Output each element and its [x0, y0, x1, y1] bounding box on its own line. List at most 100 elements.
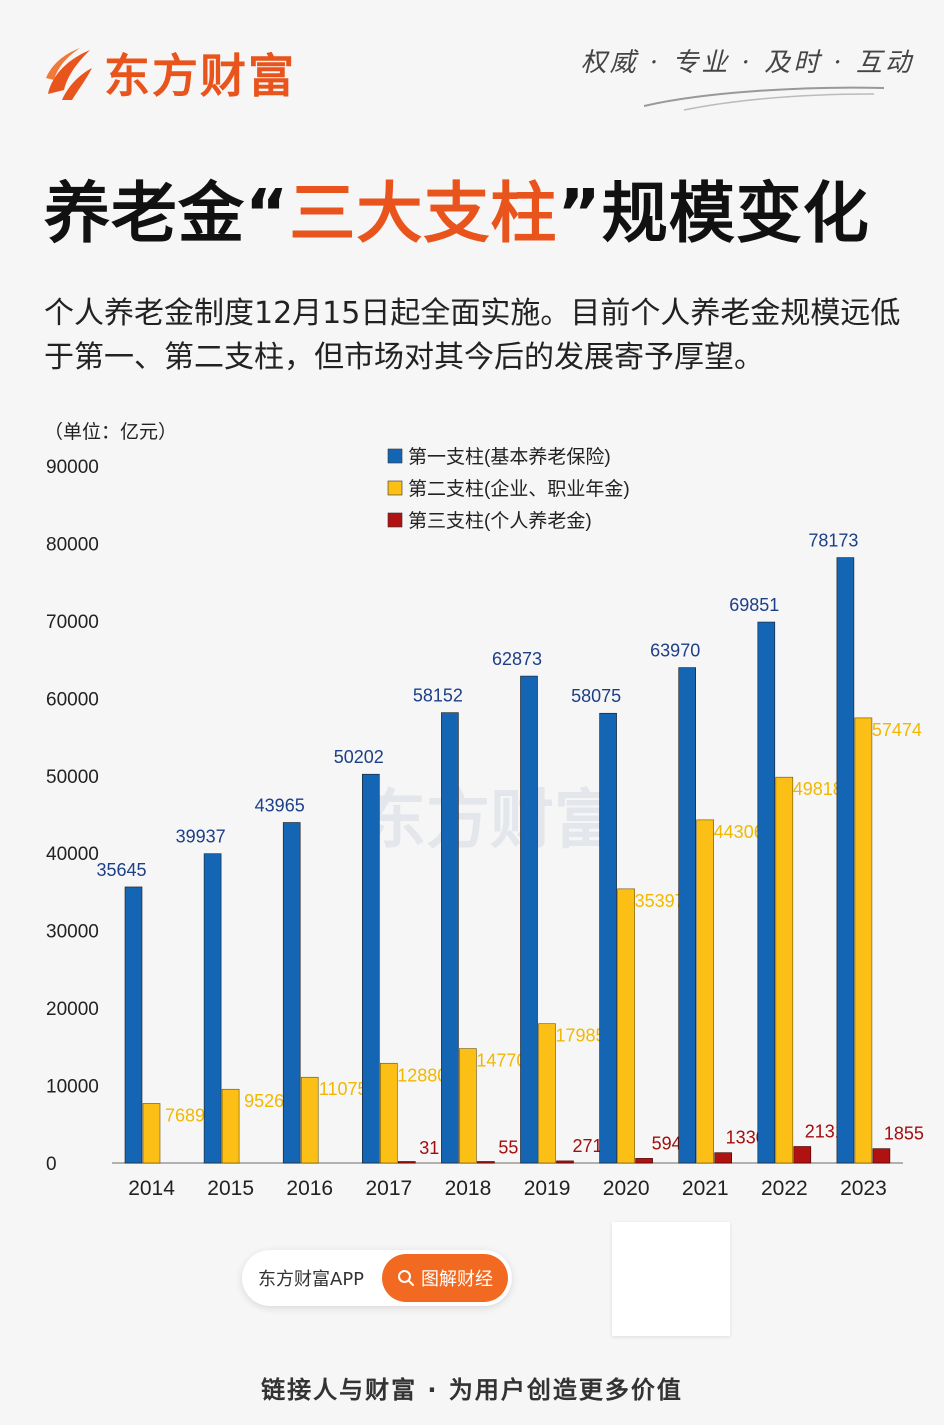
data-label: 271 [572, 1136, 602, 1156]
brand-slogan: 权威 · 专业 · 及时 · 互动 [580, 48, 914, 78]
unit-label: （单位：亿元） [44, 421, 177, 443]
x-tick-label: 2014 [128, 1177, 175, 1200]
bar-1 [757, 621, 776, 1164]
bar-chart: 东方财富 （单位：亿元） 0 10000 20000 30000 40000 50000 600… [44, 421, 924, 1200]
legend-label: 第一支柱(基本养老保险) [408, 446, 611, 468]
data-label: 7689 [165, 1105, 205, 1125]
app-name: 东方财富APP [258, 1269, 365, 1290]
y-tick-label: 0 [46, 1154, 57, 1175]
bar-2 [775, 776, 794, 1164]
data-label: 39937 [176, 827, 226, 847]
data-label: 44306 [714, 822, 764, 842]
bar-3 [397, 1161, 416, 1164]
x-tick-label: 2019 [524, 1177, 571, 1200]
y-tick-label: 20000 [46, 999, 99, 1020]
bar-3 [635, 1158, 653, 1164]
data-label: 35645 [96, 860, 146, 880]
bar-2 [142, 1103, 161, 1164]
tujie-button-label: 图解财经 [421, 1269, 493, 1290]
y-tick-label: 50000 [46, 767, 99, 788]
tujie-button[interactable]: 图解财经 [382, 1254, 508, 1302]
legend-swatch [387, 480, 403, 496]
data-label: 11075 [319, 1079, 368, 1099]
data-label: 1855 [884, 1124, 924, 1144]
bar-2 [854, 717, 873, 1164]
y-tick-label: 60000 [46, 689, 99, 710]
bar-1 [203, 853, 222, 1164]
bar-3 [872, 1148, 891, 1164]
bar-2 [617, 888, 635, 1164]
data-label: 9526 [244, 1091, 284, 1111]
y-tick-label: 30000 [46, 922, 99, 943]
x-tick-label: 2020 [603, 1177, 650, 1200]
bar-1 [282, 822, 301, 1164]
data-label: 12880 [397, 1065, 447, 1085]
data-label: 57474 [872, 720, 922, 740]
bar-2 [538, 1023, 556, 1164]
data-label: 49818 [793, 779, 843, 799]
y-tick-label: 90000 [46, 457, 99, 478]
brand-name: 东方财富 [104, 49, 296, 103]
page-title: 养老金“三大支柱”规模变化 [44, 160, 870, 256]
qr-code-card [612, 1222, 730, 1336]
swoosh-decoration [644, 86, 884, 111]
x-tick-label: 2016 [286, 1177, 333, 1200]
bar-1 [124, 886, 143, 1164]
y-tick-label: 10000 [46, 1077, 99, 1098]
x-tick-label: 2017 [365, 1177, 412, 1200]
bar-2 [379, 1062, 398, 1164]
data-label: 78173 [808, 531, 858, 551]
bar-1 [836, 557, 855, 1164]
title-suffix: ”规模变化 [557, 175, 870, 252]
data-label: 62873 [492, 649, 542, 669]
footer-tagline: 链接人与财富 · 为用户创造更多价值 [261, 1376, 683, 1404]
data-label: 55 [498, 1138, 518, 1158]
bar-3 [714, 1152, 733, 1164]
data-label: 2131 [805, 1121, 845, 1141]
x-tick-label: 2018 [445, 1177, 492, 1200]
legend-swatch [387, 448, 403, 464]
page-description: 个人养老金制度12月15日起全面实施。目前个人养老金规模远低于第一、第二支柱，但… [44, 296, 901, 375]
data-label: 58075 [571, 686, 621, 706]
app-badge[interactable]: 东方财富APP 图解财经 [242, 1250, 512, 1306]
bar-2 [221, 1088, 240, 1164]
data-label: 31 [419, 1138, 439, 1158]
bar-1 [441, 712, 459, 1164]
data-label: 14770 [476, 1051, 526, 1071]
bar-1 [678, 667, 697, 1164]
brand-logo: 东方财富 [42, 40, 296, 106]
data-label: 43965 [255, 796, 305, 816]
title-prefix: 养老金“ [44, 175, 290, 252]
bar-2 [459, 1048, 477, 1164]
y-tick-label: 40000 [46, 844, 99, 865]
bar-1 [599, 712, 617, 1164]
legend-swatch [387, 512, 403, 528]
bar-1 [361, 773, 380, 1164]
data-label: 50202 [334, 747, 384, 767]
title-highlight: 三大支柱 [289, 175, 558, 252]
bar-2 [696, 819, 715, 1164]
y-tick-label: 70000 [46, 612, 99, 633]
bar-3 [556, 1160, 574, 1164]
x-tick-label: 2022 [761, 1177, 808, 1200]
data-label: 69851 [729, 595, 779, 615]
data-label: 17985 [555, 1026, 605, 1046]
data-label: 35397 [635, 891, 685, 911]
chart-watermark: 东方财富 [362, 784, 618, 856]
flame-logo-icon [46, 48, 92, 100]
legend-label: 第三支柱(个人养老金) [408, 510, 592, 532]
data-label: 594 [652, 1133, 682, 1153]
x-tick-label: 2023 [840, 1177, 887, 1200]
data-label: 58152 [413, 686, 463, 706]
legend-label: 第二支柱(企业、职业年金) [408, 478, 630, 500]
data-label: 1330 [726, 1128, 766, 1148]
x-tick-label: 2021 [682, 1177, 729, 1200]
bar-3 [477, 1161, 495, 1164]
data-label: 63970 [650, 641, 700, 661]
search-icon [398, 1270, 414, 1286]
x-tick-label: 2015 [207, 1177, 254, 1200]
bar-3 [793, 1146, 812, 1164]
bar-2 [300, 1076, 319, 1164]
bar-1 [520, 675, 538, 1164]
y-tick-label: 80000 [46, 534, 99, 555]
